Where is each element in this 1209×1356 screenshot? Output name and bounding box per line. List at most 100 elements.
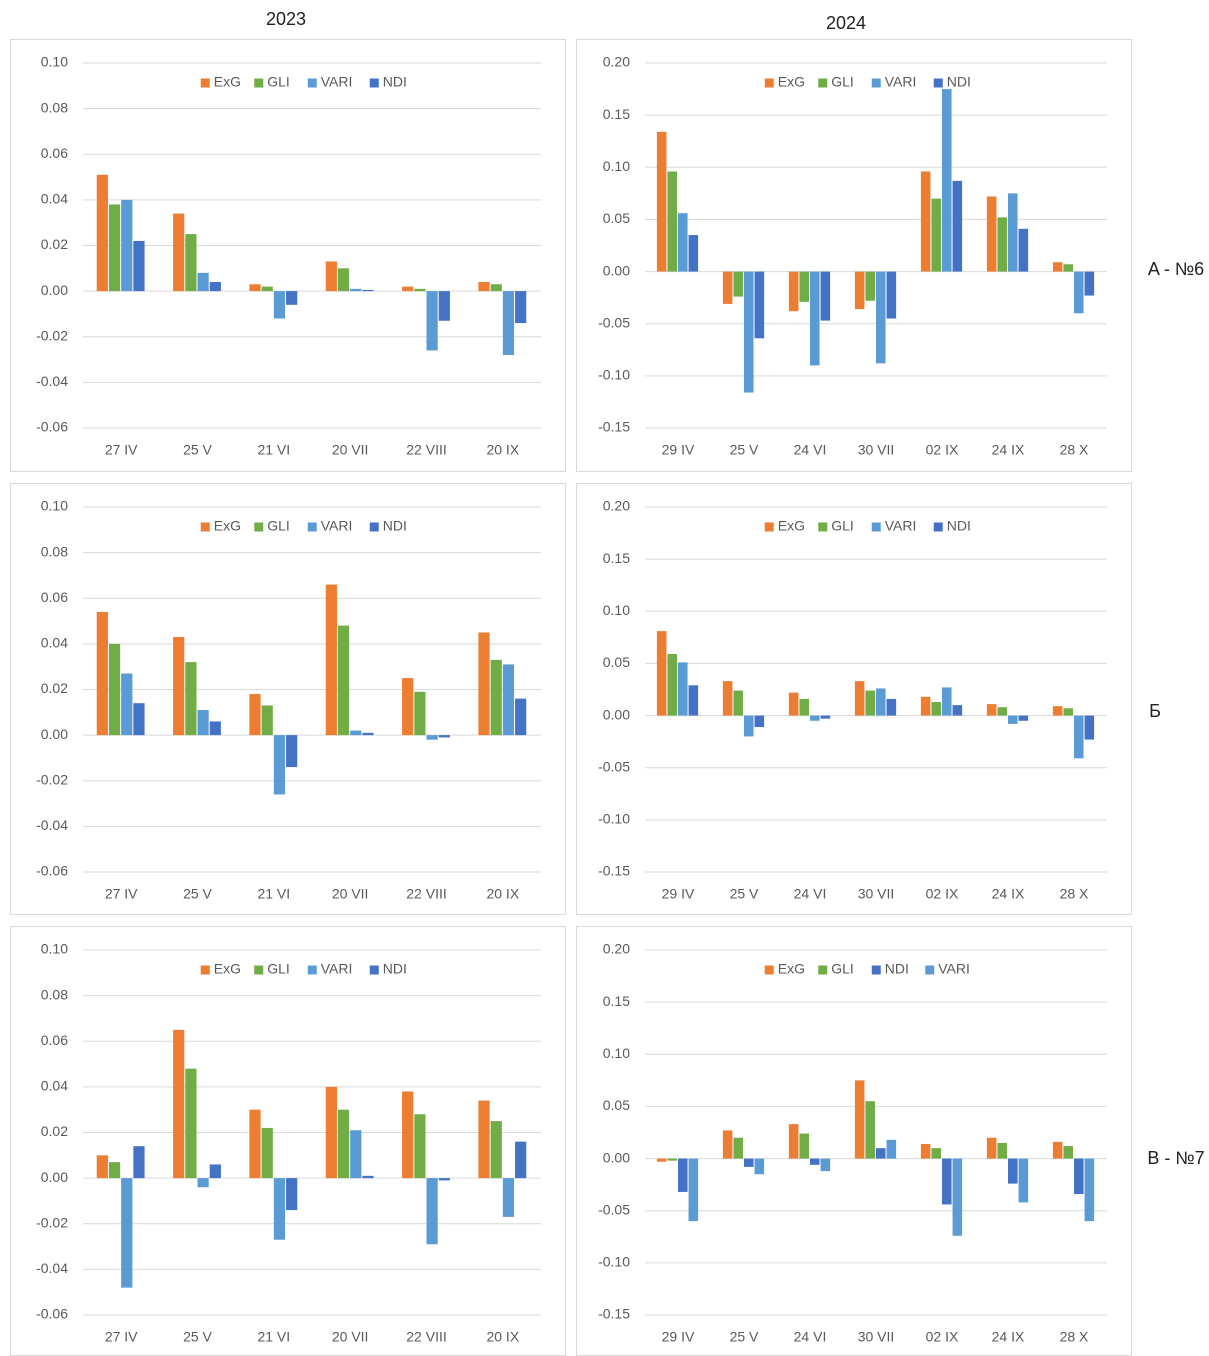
y-tick-label: 0.15 bbox=[603, 550, 630, 566]
bar bbox=[515, 698, 527, 736]
bar bbox=[656, 1158, 667, 1162]
legend-label: VARI bbox=[938, 961, 970, 977]
y-tick-label: 0.10 bbox=[603, 1045, 630, 1061]
bar bbox=[744, 715, 754, 737]
y-tick-label: 0.06 bbox=[41, 589, 68, 605]
bar bbox=[325, 1086, 337, 1179]
legend-label: ExG bbox=[778, 74, 805, 90]
bar bbox=[1008, 193, 1018, 272]
bar bbox=[249, 284, 261, 292]
y-tick-label: 0.20 bbox=[603, 54, 630, 70]
legend-swatch bbox=[925, 965, 935, 975]
y-tick-label: 0.04 bbox=[41, 635, 68, 651]
bar bbox=[854, 271, 865, 310]
y-tick-label: 0.04 bbox=[41, 191, 68, 207]
legend-swatch bbox=[369, 522, 379, 532]
legend-swatch bbox=[254, 78, 264, 88]
bar bbox=[133, 1146, 145, 1179]
legend-swatch bbox=[200, 78, 210, 88]
bar bbox=[1063, 264, 1073, 272]
legend-swatch bbox=[307, 522, 317, 532]
bar bbox=[952, 705, 963, 716]
bar bbox=[744, 271, 754, 393]
bar bbox=[337, 625, 350, 736]
panel bbox=[576, 926, 1132, 1356]
bar bbox=[952, 1158, 963, 1236]
y-tick-label: 0.10 bbox=[603, 602, 630, 618]
x-tick-label: 24 IX bbox=[992, 886, 1025, 902]
bar bbox=[920, 696, 931, 716]
bar bbox=[121, 673, 133, 736]
bar bbox=[931, 198, 941, 272]
bar bbox=[438, 1178, 450, 1181]
panel bbox=[10, 926, 566, 1356]
legend-label: VARI bbox=[885, 518, 917, 534]
y-tick-label: 0.02 bbox=[41, 680, 68, 696]
bar bbox=[490, 1121, 502, 1179]
bar bbox=[96, 1155, 108, 1179]
legend-label: NDI bbox=[383, 74, 407, 90]
bar bbox=[286, 291, 298, 305]
bar bbox=[1084, 1158, 1095, 1222]
column-title: 2023 bbox=[266, 9, 306, 29]
y-tick-label: 0.06 bbox=[41, 1032, 68, 1048]
x-tick-label: 20 VII bbox=[332, 1329, 369, 1345]
x-tick-label: 25 V bbox=[730, 1329, 759, 1345]
y-tick-label: -0.06 bbox=[36, 1306, 68, 1322]
bar bbox=[820, 715, 831, 719]
legend-label: VARI bbox=[885, 74, 917, 90]
legend-label: NDI bbox=[383, 961, 407, 977]
legend-label: VARI bbox=[321, 961, 353, 977]
bar bbox=[810, 715, 820, 721]
bar bbox=[688, 685, 699, 716]
column-title: 2024 bbox=[826, 13, 866, 33]
bar bbox=[1063, 708, 1073, 716]
x-tick-label: 25 V bbox=[183, 886, 212, 902]
x-tick-label: 24 IX bbox=[992, 442, 1025, 458]
bar bbox=[744, 1158, 754, 1167]
legend-swatch bbox=[933, 78, 943, 88]
legend-swatch bbox=[307, 965, 317, 975]
bar bbox=[876, 271, 886, 364]
legend-swatch bbox=[818, 522, 828, 532]
bar bbox=[108, 204, 121, 292]
y-tick-label: 0.08 bbox=[41, 543, 68, 559]
bar bbox=[931, 702, 941, 716]
x-tick-label: 21 VI bbox=[257, 442, 290, 458]
bar bbox=[173, 1029, 185, 1179]
bar bbox=[886, 698, 897, 716]
bar bbox=[678, 1158, 688, 1192]
bar bbox=[986, 1137, 997, 1159]
y-tick-label: -0.15 bbox=[598, 1306, 630, 1322]
legend-label: GLI bbox=[831, 518, 854, 534]
y-tick-label: -0.06 bbox=[36, 863, 68, 879]
bar bbox=[733, 690, 743, 716]
bar bbox=[1008, 715, 1018, 724]
y-tick-label: 0.05 bbox=[603, 210, 630, 226]
bar bbox=[1008, 1158, 1018, 1184]
bar bbox=[722, 271, 733, 304]
y-tick-label: -0.05 bbox=[598, 1201, 630, 1217]
x-tick-label: 28 X bbox=[1060, 1329, 1089, 1345]
y-tick-label: 0.02 bbox=[41, 236, 68, 252]
legend-swatch bbox=[254, 965, 264, 975]
bar bbox=[96, 174, 108, 292]
x-tick-label: 30 VII bbox=[858, 442, 895, 458]
bar bbox=[108, 1162, 121, 1179]
bar bbox=[108, 643, 121, 736]
bar bbox=[667, 654, 677, 716]
bar bbox=[799, 698, 809, 716]
bar bbox=[325, 261, 337, 292]
x-tick-label: 29 IV bbox=[662, 1329, 695, 1345]
bar bbox=[362, 289, 374, 292]
y-tick-label: 0.02 bbox=[41, 1123, 68, 1139]
bar bbox=[920, 1143, 931, 1159]
x-tick-label: 27 IV bbox=[105, 442, 138, 458]
x-tick-label: 25 V bbox=[730, 886, 759, 902]
y-tick-label: 0.00 bbox=[41, 282, 68, 298]
bar bbox=[722, 681, 733, 716]
bar bbox=[1074, 715, 1084, 759]
y-tick-label: -0.15 bbox=[598, 863, 630, 879]
bar bbox=[133, 240, 145, 292]
